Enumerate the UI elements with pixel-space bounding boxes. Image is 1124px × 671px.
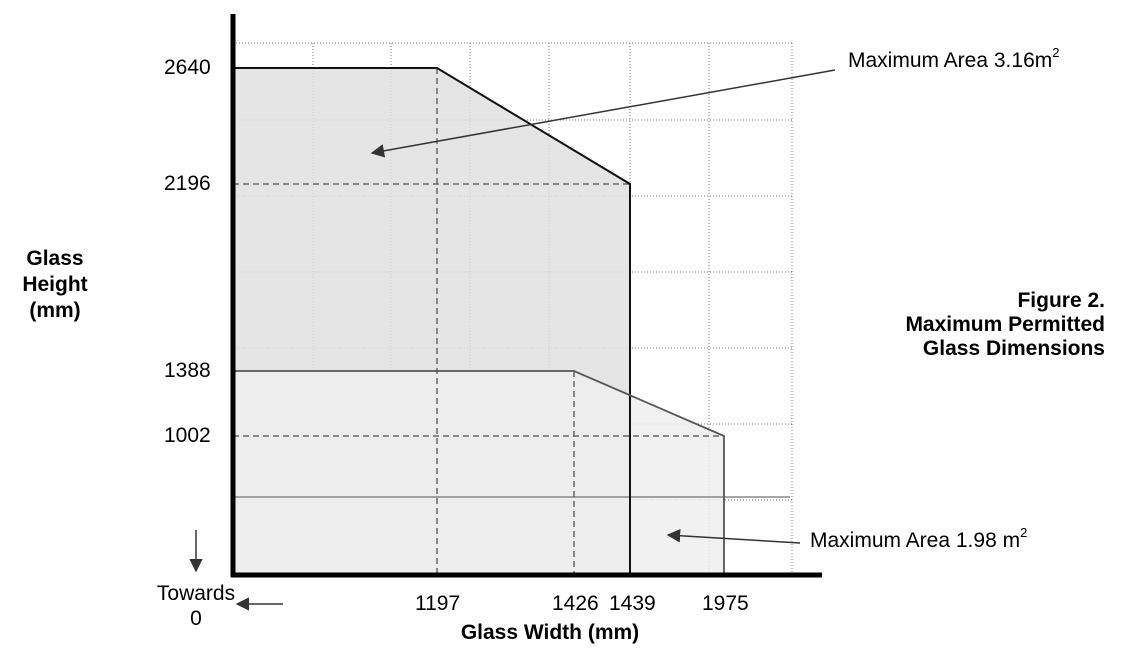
y-tick-label: 1388 bbox=[164, 359, 211, 382]
x-tick-label: 1426 bbox=[552, 592, 599, 615]
annotation-large-area-sup: 2 bbox=[1052, 45, 1060, 60]
area-outline-2 bbox=[233, 370, 725, 575]
x-axis-title: Glass Width (mm) bbox=[460, 621, 640, 644]
y-tick-label: 2196 bbox=[164, 172, 211, 195]
y-tick-label: 1002 bbox=[164, 424, 211, 447]
origin-note: Towards 0 bbox=[156, 582, 236, 630]
x-tick-label: 1439 bbox=[609, 592, 656, 615]
annotation-arrow-large bbox=[370, 69, 836, 158]
annotation-large-area: Maximum Area 3.16m2 bbox=[848, 45, 1060, 73]
area-outline-1 bbox=[233, 67, 631, 575]
figure-title: Figure 2. Maximum Permitted Glass Dimens… bbox=[905, 289, 1105, 360]
area-fill-2 bbox=[233, 371, 724, 575]
y-axis-title: Glass Height (mm) bbox=[22, 247, 88, 322]
y-tick-label: 2640 bbox=[164, 56, 211, 79]
x-tick-label: 1975 bbox=[702, 592, 749, 615]
annotation-small-area: Maximum Area 1.98 m2 bbox=[810, 525, 1028, 553]
annotation-small-area-text: Maximum Area 1.98 m bbox=[810, 529, 1021, 552]
x-tick-label: 1197 bbox=[415, 592, 461, 615]
annotation-arrow-small bbox=[666, 528, 801, 544]
annotation-small-area-sup: 2 bbox=[1020, 525, 1028, 540]
annotation-large-area-text: Maximum Area 3.16m bbox=[848, 49, 1053, 72]
